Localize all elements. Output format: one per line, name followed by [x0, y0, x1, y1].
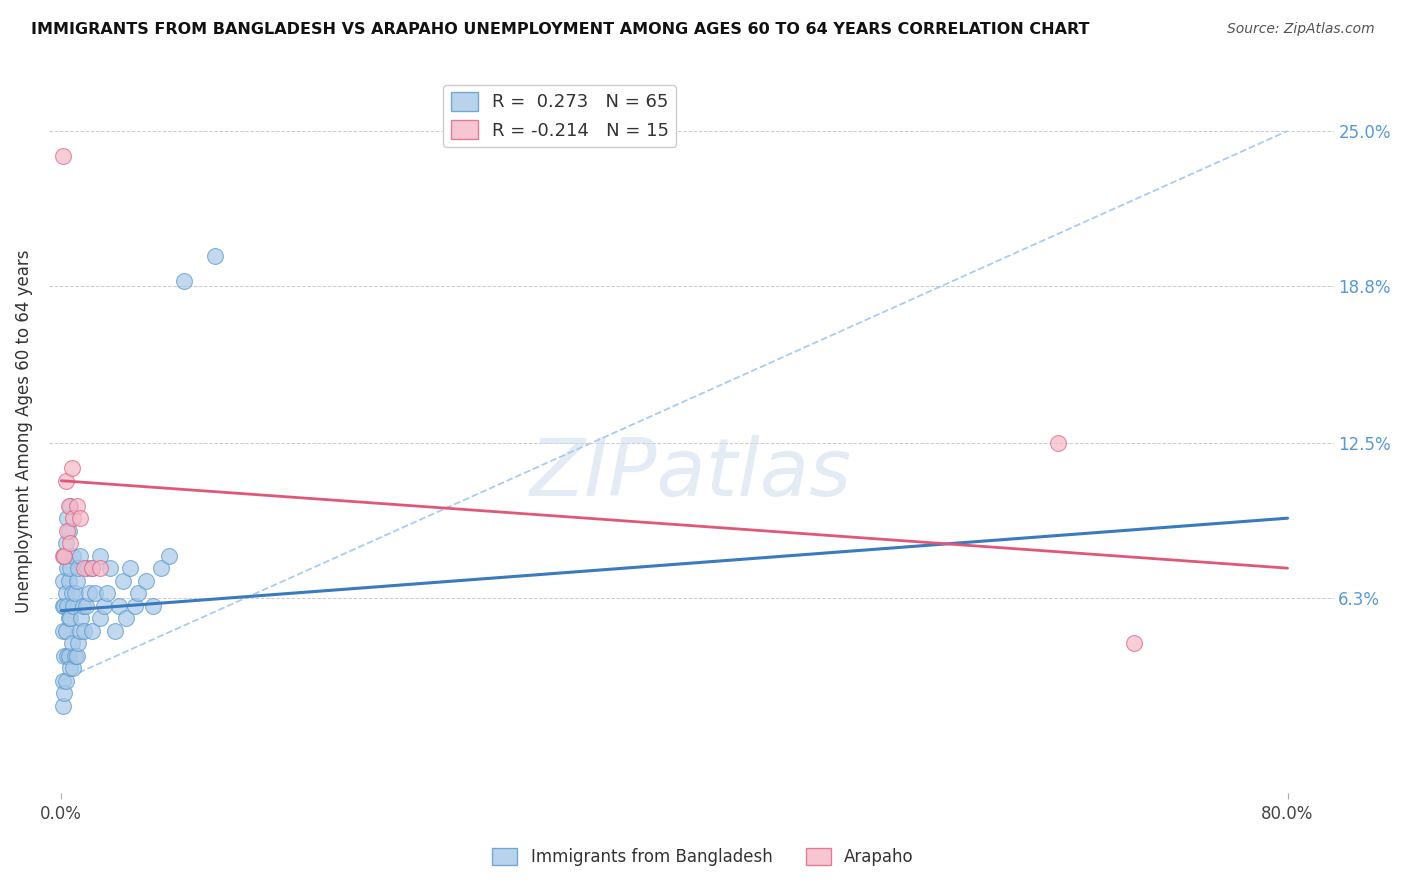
- Point: [204, 249, 226, 263]
- Point: [73, 561, 96, 575]
- Point: [53, 686, 76, 700]
- Point: [58, 524, 80, 538]
- Point: [104, 624, 127, 638]
- Point: [56, 599, 79, 613]
- Text: IMMIGRANTS FROM BANGLADESH VS ARAPAHO UNEMPLOYMENT AMONG AGES 60 TO 64 YEARS COR: IMMIGRANTS FROM BANGLADESH VS ARAPAHO UN…: [31, 22, 1090, 37]
- Point: [58, 611, 80, 625]
- Point: [65, 574, 87, 588]
- Point: [60, 586, 83, 600]
- Point: [52, 624, 75, 638]
- Point: [52, 698, 75, 713]
- Point: [149, 561, 172, 575]
- Point: [52, 574, 75, 588]
- Point: [1046, 436, 1069, 450]
- Point: [60, 461, 83, 475]
- Point: [89, 561, 111, 575]
- Point: [58, 574, 80, 588]
- Point: [73, 624, 96, 638]
- Y-axis label: Unemployment Among Ages 60 to 64 years: Unemployment Among Ages 60 to 64 years: [15, 249, 32, 613]
- Point: [65, 648, 87, 663]
- Text: ZIPatlas: ZIPatlas: [530, 435, 852, 513]
- Point: [59, 561, 82, 575]
- Point: [55, 586, 77, 600]
- Point: [65, 499, 87, 513]
- Point: [114, 611, 136, 625]
- Point: [157, 549, 180, 563]
- Point: [111, 574, 134, 588]
- Point: [124, 599, 146, 613]
- Point: [55, 536, 77, 550]
- Point: [89, 549, 111, 563]
- Point: [53, 648, 76, 663]
- Point: [142, 599, 165, 613]
- Point: [59, 611, 82, 625]
- Point: [52, 149, 75, 163]
- Point: [173, 274, 195, 288]
- Point: [70, 611, 93, 625]
- Point: [55, 474, 77, 488]
- Point: [135, 574, 157, 588]
- Point: [56, 561, 79, 575]
- Point: [77, 586, 100, 600]
- Point: [127, 586, 149, 600]
- Point: [84, 586, 107, 600]
- Point: [69, 624, 91, 638]
- Point: [58, 499, 80, 513]
- Point: [53, 599, 76, 613]
- Point: [80, 561, 103, 575]
- Point: [67, 561, 90, 575]
- Point: [53, 549, 76, 563]
- Point: [56, 648, 79, 663]
- Point: [120, 561, 142, 575]
- Point: [96, 586, 118, 600]
- Point: [89, 611, 111, 625]
- Point: [52, 599, 75, 613]
- Point: [56, 524, 79, 538]
- Point: [53, 549, 76, 563]
- Point: [75, 599, 97, 613]
- Point: [60, 636, 83, 650]
- Point: [55, 673, 77, 688]
- Point: [52, 549, 75, 563]
- Point: [63, 648, 86, 663]
- Point: [62, 549, 84, 563]
- Text: Source: ZipAtlas.com: Source: ZipAtlas.com: [1227, 22, 1375, 37]
- Point: [58, 648, 80, 663]
- Point: [55, 624, 77, 638]
- Point: [62, 661, 84, 675]
- Point: [80, 561, 103, 575]
- Legend: R =  0.273   N = 65, R = -0.214   N = 15: R = 0.273 N = 65, R = -0.214 N = 15: [443, 85, 676, 147]
- Point: [80, 624, 103, 638]
- Point: [1123, 636, 1146, 650]
- Point: [59, 661, 82, 675]
- Point: [63, 586, 86, 600]
- Point: [59, 536, 82, 550]
- Point: [69, 511, 91, 525]
- Point: [62, 599, 84, 613]
- Point: [59, 499, 82, 513]
- Point: [62, 511, 84, 525]
- Point: [72, 599, 94, 613]
- Legend: Immigrants from Bangladesh, Arapaho: Immigrants from Bangladesh, Arapaho: [485, 841, 921, 873]
- Point: [98, 561, 121, 575]
- Point: [108, 599, 131, 613]
- Point: [69, 549, 91, 563]
- Point: [56, 511, 79, 525]
- Point: [76, 561, 98, 575]
- Point: [52, 673, 75, 688]
- Point: [93, 599, 115, 613]
- Point: [67, 636, 90, 650]
